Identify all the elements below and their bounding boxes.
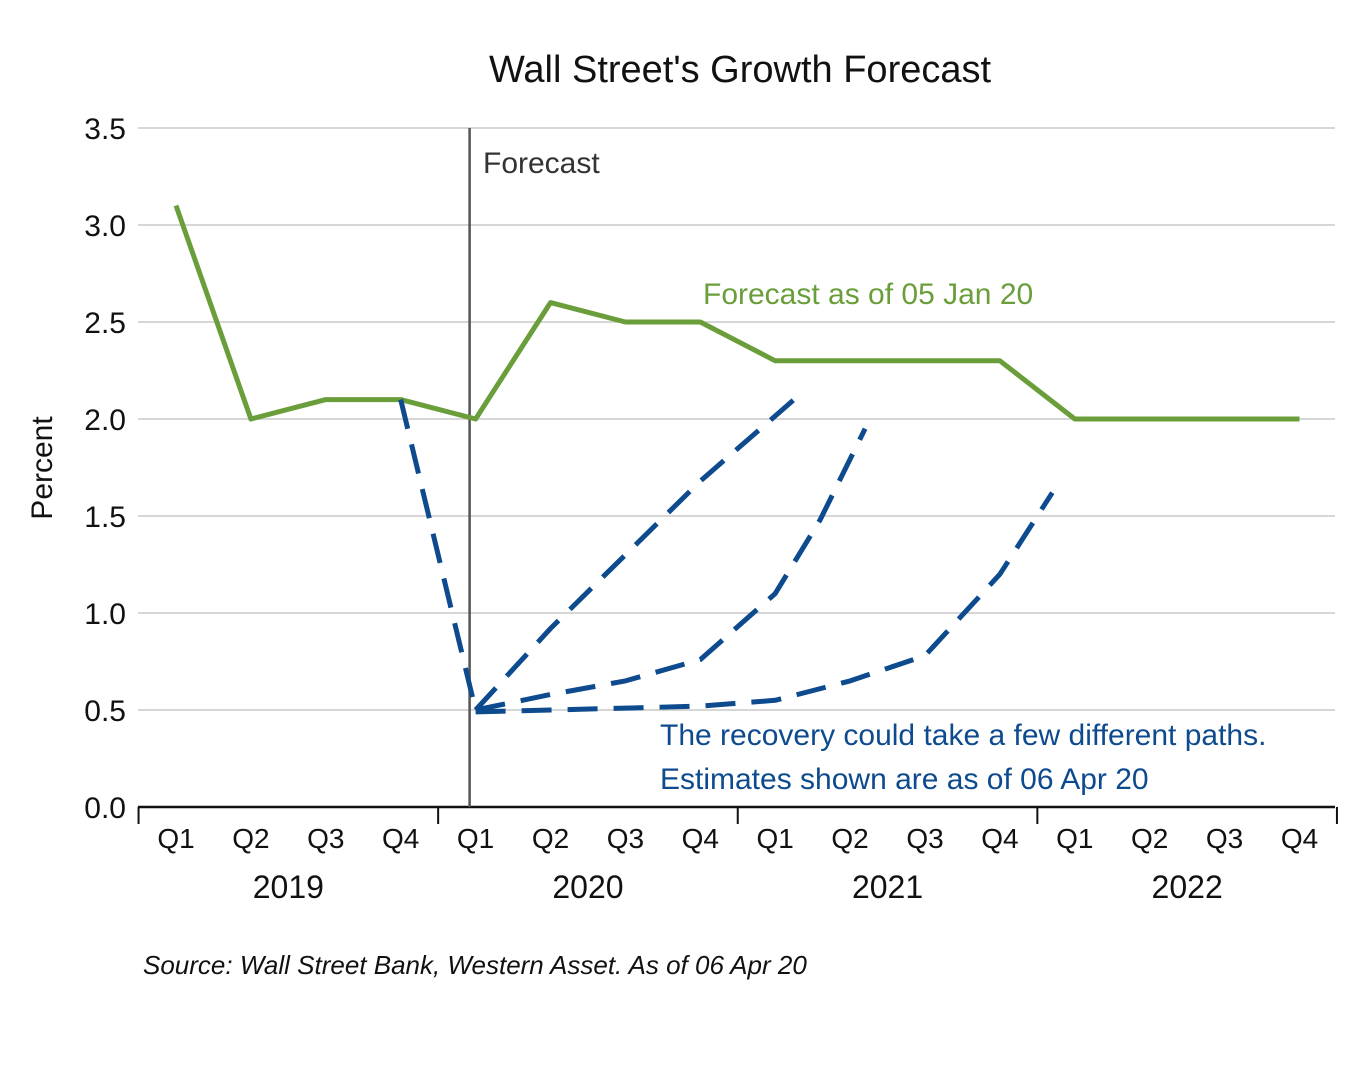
year-label: 2022 bbox=[1152, 869, 1223, 905]
y-tick-label: 2.0 bbox=[84, 404, 126, 437]
x-tick-label: Q2 bbox=[831, 823, 868, 854]
x-tick-label: Q3 bbox=[906, 823, 943, 854]
series-line-blue-4 bbox=[475, 491, 1055, 715]
x-tick-label: Q4 bbox=[682, 823, 719, 854]
x-tick-label: Q4 bbox=[1281, 823, 1318, 854]
x-tick-label: Q1 bbox=[757, 823, 794, 854]
year-label: 2020 bbox=[552, 869, 623, 905]
blue-annotation-line2: Estimates shown are as of 06 Apr 20 bbox=[660, 763, 1149, 796]
source-note: Source: Wall Street Bank, Western Asset.… bbox=[143, 950, 807, 980]
green-series-label: Forecast as of 05 Jan 20 bbox=[703, 278, 1033, 311]
series-line-blue-2 bbox=[473, 388, 807, 712]
chart-title: Wall Street's Growth Forecast bbox=[489, 49, 992, 91]
x-tick-label: Q3 bbox=[1206, 823, 1243, 854]
x-tick-label: Q4 bbox=[981, 823, 1018, 854]
forecast-label: Forecast bbox=[483, 147, 600, 180]
x-tick-label: Q2 bbox=[532, 823, 569, 854]
x-tick-label: Q4 bbox=[382, 823, 419, 854]
y-tick-label: 3.0 bbox=[84, 210, 126, 243]
y-tick-label: 1.0 bbox=[84, 598, 126, 631]
x-axis: Q1 Q2 Q3 Q4 Q1 Q2 Q3 Q4 Q1 Q2 Q3 Q4 Q1 Q2 Q3 Q4 2019 2020… bbox=[137, 805, 1338, 905]
y-tick-label: 0.5 bbox=[84, 695, 126, 728]
gridlines bbox=[138, 127, 1335, 711]
blue-annotation-line1: The recovery could take a few different … bbox=[660, 719, 1266, 752]
series-group bbox=[173, 204, 1300, 715]
x-tick-label: Q2 bbox=[232, 823, 269, 854]
series-line-blue-1 bbox=[398, 399, 479, 711]
x-tick-label: Q2 bbox=[1131, 823, 1168, 854]
y-tick-label: 3.5 bbox=[84, 113, 126, 146]
x-tick-label: Q1 bbox=[1056, 823, 1093, 854]
x-tick-label: Q3 bbox=[607, 823, 644, 854]
x-tick-label: Q3 bbox=[307, 823, 344, 854]
y-axis-ticks: 0.0 0.5 1.0 1.5 2.0 2.5 3.0 3.5 bbox=[84, 113, 126, 825]
x-tick-label: Q1 bbox=[157, 823, 194, 854]
x-tick-label: Q1 bbox=[457, 823, 494, 854]
year-label: 2021 bbox=[852, 869, 923, 905]
year-label: 2019 bbox=[253, 869, 324, 905]
y-tick-label: 1.5 bbox=[84, 501, 126, 534]
y-axis-label: Percent bbox=[26, 416, 59, 520]
series-line-blue-3 bbox=[475, 427, 868, 713]
y-tick-label: 0.0 bbox=[84, 792, 126, 825]
y-tick-label: 2.5 bbox=[84, 307, 126, 340]
series-line-green bbox=[173, 204, 1300, 422]
